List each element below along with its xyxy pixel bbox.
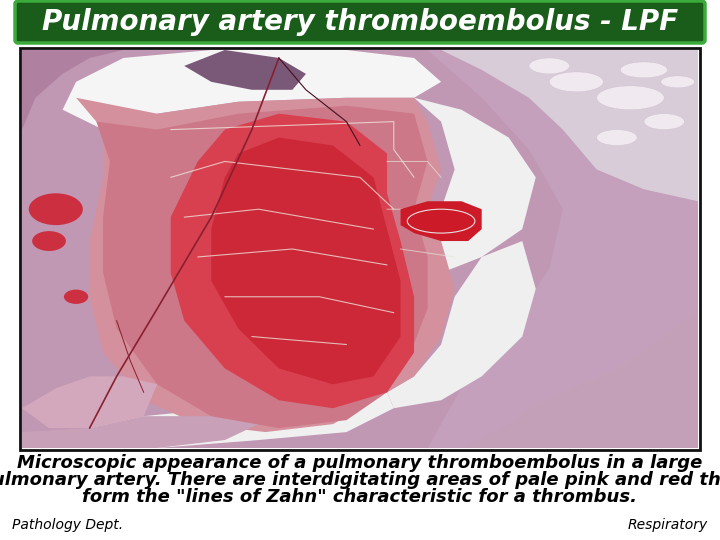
Polygon shape: [387, 241, 536, 408]
Circle shape: [32, 231, 66, 251]
Ellipse shape: [644, 114, 685, 130]
Polygon shape: [400, 201, 482, 241]
FancyBboxPatch shape: [15, 1, 705, 43]
Text: Respiratory: Respiratory: [628, 518, 708, 532]
Circle shape: [64, 289, 89, 304]
Polygon shape: [171, 114, 414, 408]
Polygon shape: [22, 50, 123, 130]
Polygon shape: [184, 50, 306, 90]
Polygon shape: [414, 98, 536, 273]
Polygon shape: [22, 376, 157, 428]
Text: pulmonary artery. There are interdigitating areas of pale pink and red that: pulmonary artery. There are interdigitat…: [0, 471, 720, 489]
Text: Microscopic appearance of a pulmonary thromboembolus in a large: Microscopic appearance of a pulmonary th…: [17, 454, 703, 472]
Text: Pulmonary artery thromboembolus - LPF: Pulmonary artery thromboembolus - LPF: [42, 8, 678, 36]
Ellipse shape: [529, 58, 570, 74]
Polygon shape: [96, 106, 428, 428]
Bar: [20, 48, 700, 450]
Polygon shape: [22, 416, 258, 448]
Polygon shape: [76, 98, 454, 432]
Text: Pathology Dept.: Pathology Dept.: [12, 518, 123, 532]
Ellipse shape: [549, 72, 603, 92]
Polygon shape: [211, 138, 400, 384]
Polygon shape: [441, 50, 698, 201]
Ellipse shape: [597, 130, 637, 145]
Polygon shape: [63, 50, 441, 130]
Ellipse shape: [661, 76, 695, 88]
Polygon shape: [428, 50, 698, 448]
Ellipse shape: [597, 86, 664, 110]
Polygon shape: [462, 309, 698, 448]
Text: form the "lines of Zahn" characteristic for a thrombus.: form the "lines of Zahn" characteristic …: [83, 488, 637, 506]
Ellipse shape: [620, 62, 667, 78]
Circle shape: [29, 193, 83, 225]
Polygon shape: [89, 392, 394, 448]
